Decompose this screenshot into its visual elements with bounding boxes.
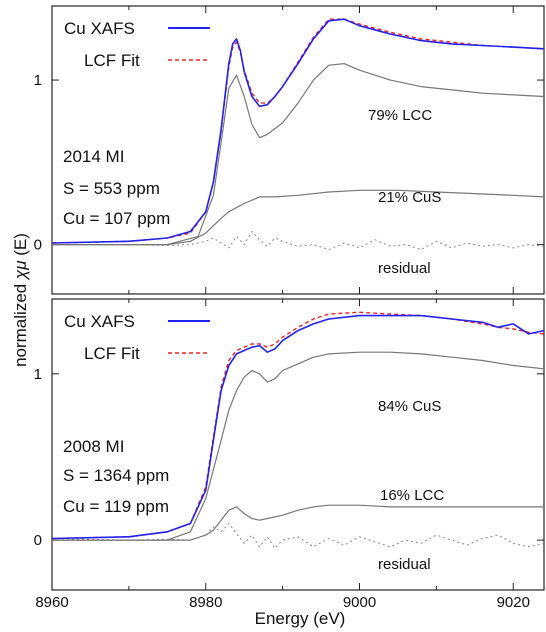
sample-info-line: 2014 MI <box>63 147 124 166</box>
panel-1: 0 1 Cu XAFS LCF Fit 2014 MI S = 553 ppm Cu = 1… <box>34 5 545 295</box>
y-tick-label: 1 <box>34 72 42 89</box>
y-tick-label: 1 <box>34 366 42 383</box>
x-tick-label: 9020 <box>497 594 530 611</box>
series-cu-xafs <box>51 314 545 540</box>
sample-info-line: Cu = 119 ppm <box>63 497 169 516</box>
annotation-comp2: 21% CuS <box>378 189 441 206</box>
y-axis-label-prefix: normalized <box>11 279 30 367</box>
annotation-comp2: 16% LCC <box>380 487 444 504</box>
panel-2: 0 1 Cu XAFS LCF Fit 2008 MI S = 1364 ppm Cu = … <box>34 298 545 591</box>
legend-background <box>60 14 216 74</box>
series-16-lcc <box>52 504 544 541</box>
y-tick-label: 0 <box>34 237 42 254</box>
series-84-cus <box>52 351 545 541</box>
series-21-cus <box>52 189 545 246</box>
legend-label: LCF Fit <box>84 51 140 70</box>
series-residual <box>51 523 545 549</box>
x-tick-label: 8960 <box>35 594 68 611</box>
sample-info-line: S = 1364 ppm <box>63 466 169 485</box>
annotation-comp1: 79% LCC <box>368 107 432 124</box>
x-tick-label: 8980 <box>189 594 222 611</box>
panels: 0 1 Cu XAFS LCF Fit 2014 MI S = 553 ppm Cu = 1… <box>34 5 545 591</box>
y-axis-label-symbol: χμ <box>11 260 30 281</box>
legend-background <box>60 307 216 367</box>
legend-label: LCF Fit <box>84 344 140 363</box>
series-cu-xafs <box>51 18 545 244</box>
series-79-lcc <box>52 62 545 246</box>
legend-label: Cu XAFS <box>64 19 135 38</box>
x-tick-label: 9000 <box>343 594 376 611</box>
x-axis-label: Energy (eV) <box>255 609 346 628</box>
y-axis-label-suffix: (E) <box>11 233 30 260</box>
y-axis-label: normalized χμ (E) <box>11 233 30 367</box>
sample-info-line: S = 553 ppm <box>63 179 160 198</box>
y-tick-label: 0 <box>34 532 42 549</box>
series-residual <box>52 231 545 251</box>
sample-info-line: 2008 MI <box>63 437 124 456</box>
x-tick-labels: 8960 8980 9000 9020 <box>35 594 530 611</box>
sample-info-line: Cu = 107 ppm <box>63 209 170 228</box>
plot-frame <box>51 298 545 591</box>
series-lcf-fit <box>51 18 545 244</box>
legend-label: Cu XAFS <box>64 312 135 331</box>
annotation-residual: residual <box>378 260 431 277</box>
annotation-residual: residual <box>378 556 431 573</box>
plot-frame <box>51 5 545 295</box>
annotation-comp1: 84% CuS <box>378 398 441 415</box>
